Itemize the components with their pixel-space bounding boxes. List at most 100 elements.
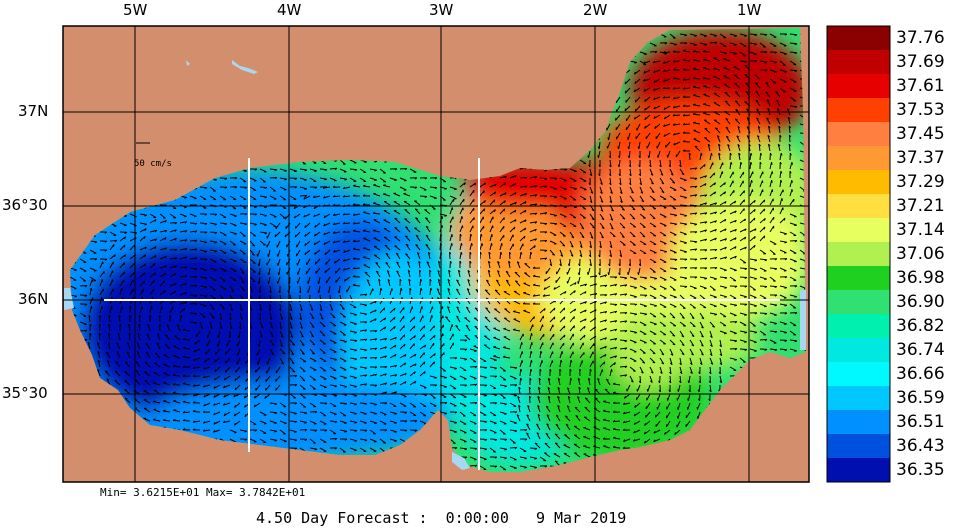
velocity-arrow-head [184, 275, 188, 278]
velocity-arrow-head [714, 229, 717, 232]
velocity-arrow [634, 114, 641, 120]
velocity-arrow-head [692, 85, 696, 88]
velocity-arrow [689, 194, 697, 197]
velocity-arrow-head [264, 215, 267, 217]
velocity-arrow [789, 33, 798, 36]
velocity-arrow [638, 141, 641, 149]
velocity-arrow-head [619, 191, 623, 195]
velocity-arrow [549, 307, 556, 314]
velocity-arrow-head [405, 226, 408, 229]
velocity-arrow [679, 240, 687, 244]
velocity-arrow [749, 171, 754, 179]
velocity-arrow [789, 213, 797, 218]
velocity-arrow-head [587, 272, 589, 275]
velocity-arrow [109, 231, 117, 236]
velocity-arrow [663, 105, 671, 111]
velocity-arrow [504, 308, 511, 314]
velocity-arrow [489, 225, 494, 233]
velocity-arrow-head [456, 306, 460, 309]
velocity-arrow [559, 325, 566, 332]
velocity-arrow-head [384, 161, 387, 163]
velocity-arrow [333, 249, 341, 253]
velocity-arrow-head [734, 44, 737, 46]
velocity-arrow-head [430, 287, 433, 291]
velocity-arrow [529, 228, 537, 233]
velocity-arrow [635, 132, 641, 140]
velocity-arrow-head [164, 255, 167, 259]
velocity-arrow [759, 226, 766, 233]
velocity-arrow [119, 262, 125, 269]
velocity-arrow [333, 240, 341, 244]
velocity-arrow [315, 267, 321, 274]
velocity-arrow-head [704, 238, 708, 242]
velocity-arrow [683, 50, 691, 53]
velocity-arrow-head [754, 43, 758, 46]
velocity-arrow [703, 67, 711, 71]
velocity-arrow-head [488, 260, 491, 264]
velocity-arrow-head [129, 305, 132, 309]
velocity-arrow [779, 51, 787, 55]
velocity-arrow [699, 202, 707, 206]
velocity-arrow-head [90, 305, 93, 309]
velocity-arrow-head [364, 271, 368, 274]
velocity-arrow [447, 288, 451, 296]
velocity-arrow-head [599, 245, 602, 249]
velocity-arrow [729, 276, 737, 282]
velocity-arrow-head [716, 135, 720, 138]
velocity-arrow-head [494, 183, 497, 187]
velocity-arrow [733, 74, 741, 80]
velocity-arrow [299, 177, 307, 181]
velocity-arrow-head [559, 263, 562, 267]
velocity-arrow [519, 243, 524, 251]
velocity-arrow-head [514, 219, 517, 222]
velocity-arrow-head [604, 284, 608, 288]
velocity-arrow [366, 279, 371, 287]
velocity-arrow-head [324, 169, 328, 172]
velocity-arrow [739, 161, 742, 170]
velocity-arrow [625, 114, 631, 122]
velocity-arrow [239, 222, 247, 225]
velocity-arrow-head [684, 286, 688, 289]
velocity-arrow [239, 321, 242, 329]
velocity-arrow-head [295, 225, 297, 229]
velocity-arrow-head [204, 251, 207, 253]
velocity-arrow [749, 258, 757, 261]
velocity-arrow [313, 195, 321, 199]
velocity-arrow [545, 267, 551, 275]
velocity-arrow [719, 191, 726, 197]
velocity-arrow [109, 254, 116, 260]
velocity-arrow-head [290, 326, 293, 329]
velocity-arrow [303, 213, 311, 218]
velocity-arrow-head [653, 97, 656, 100]
velocity-arrow-head [214, 250, 218, 253]
velocity-arrow-head [781, 198, 783, 201]
velocity-arrow-head [311, 335, 314, 338]
velocity-arrow-head [764, 278, 767, 280]
velocity-arrow-head [744, 296, 747, 298]
velocity-arrow [713, 85, 721, 89]
velocity-arrow [399, 307, 405, 314]
velocity-arrow [724, 100, 731, 107]
velocity-arrow-head [724, 287, 727, 289]
velocity-arrow-head [184, 292, 187, 295]
velocity-arrow [719, 33, 727, 39]
velocity-arrow [754, 82, 761, 89]
velocity-arrow [109, 244, 115, 251]
velocity-arrow-head [651, 182, 654, 185]
velocity-arrow [769, 42, 777, 47]
velocity-arrow [607, 141, 611, 149]
velocity-arrow-head [124, 215, 127, 217]
velocity-arrow [386, 270, 391, 278]
velocity-arrow [579, 283, 587, 287]
velocity-arrow [649, 276, 657, 279]
velocity-arrow-head [707, 143, 711, 147]
velocity-arrow-head [766, 99, 770, 102]
velocity-arrow [727, 144, 731, 152]
velocity-arrow-head [314, 170, 317, 172]
velocity-arrow [369, 300, 377, 305]
velocity-arrow [618, 141, 621, 149]
velocity-arrow [619, 195, 623, 203]
velocity-arrow [399, 177, 407, 181]
velocity-arrow-head [774, 323, 777, 325]
velocity-arrow [519, 192, 527, 197]
